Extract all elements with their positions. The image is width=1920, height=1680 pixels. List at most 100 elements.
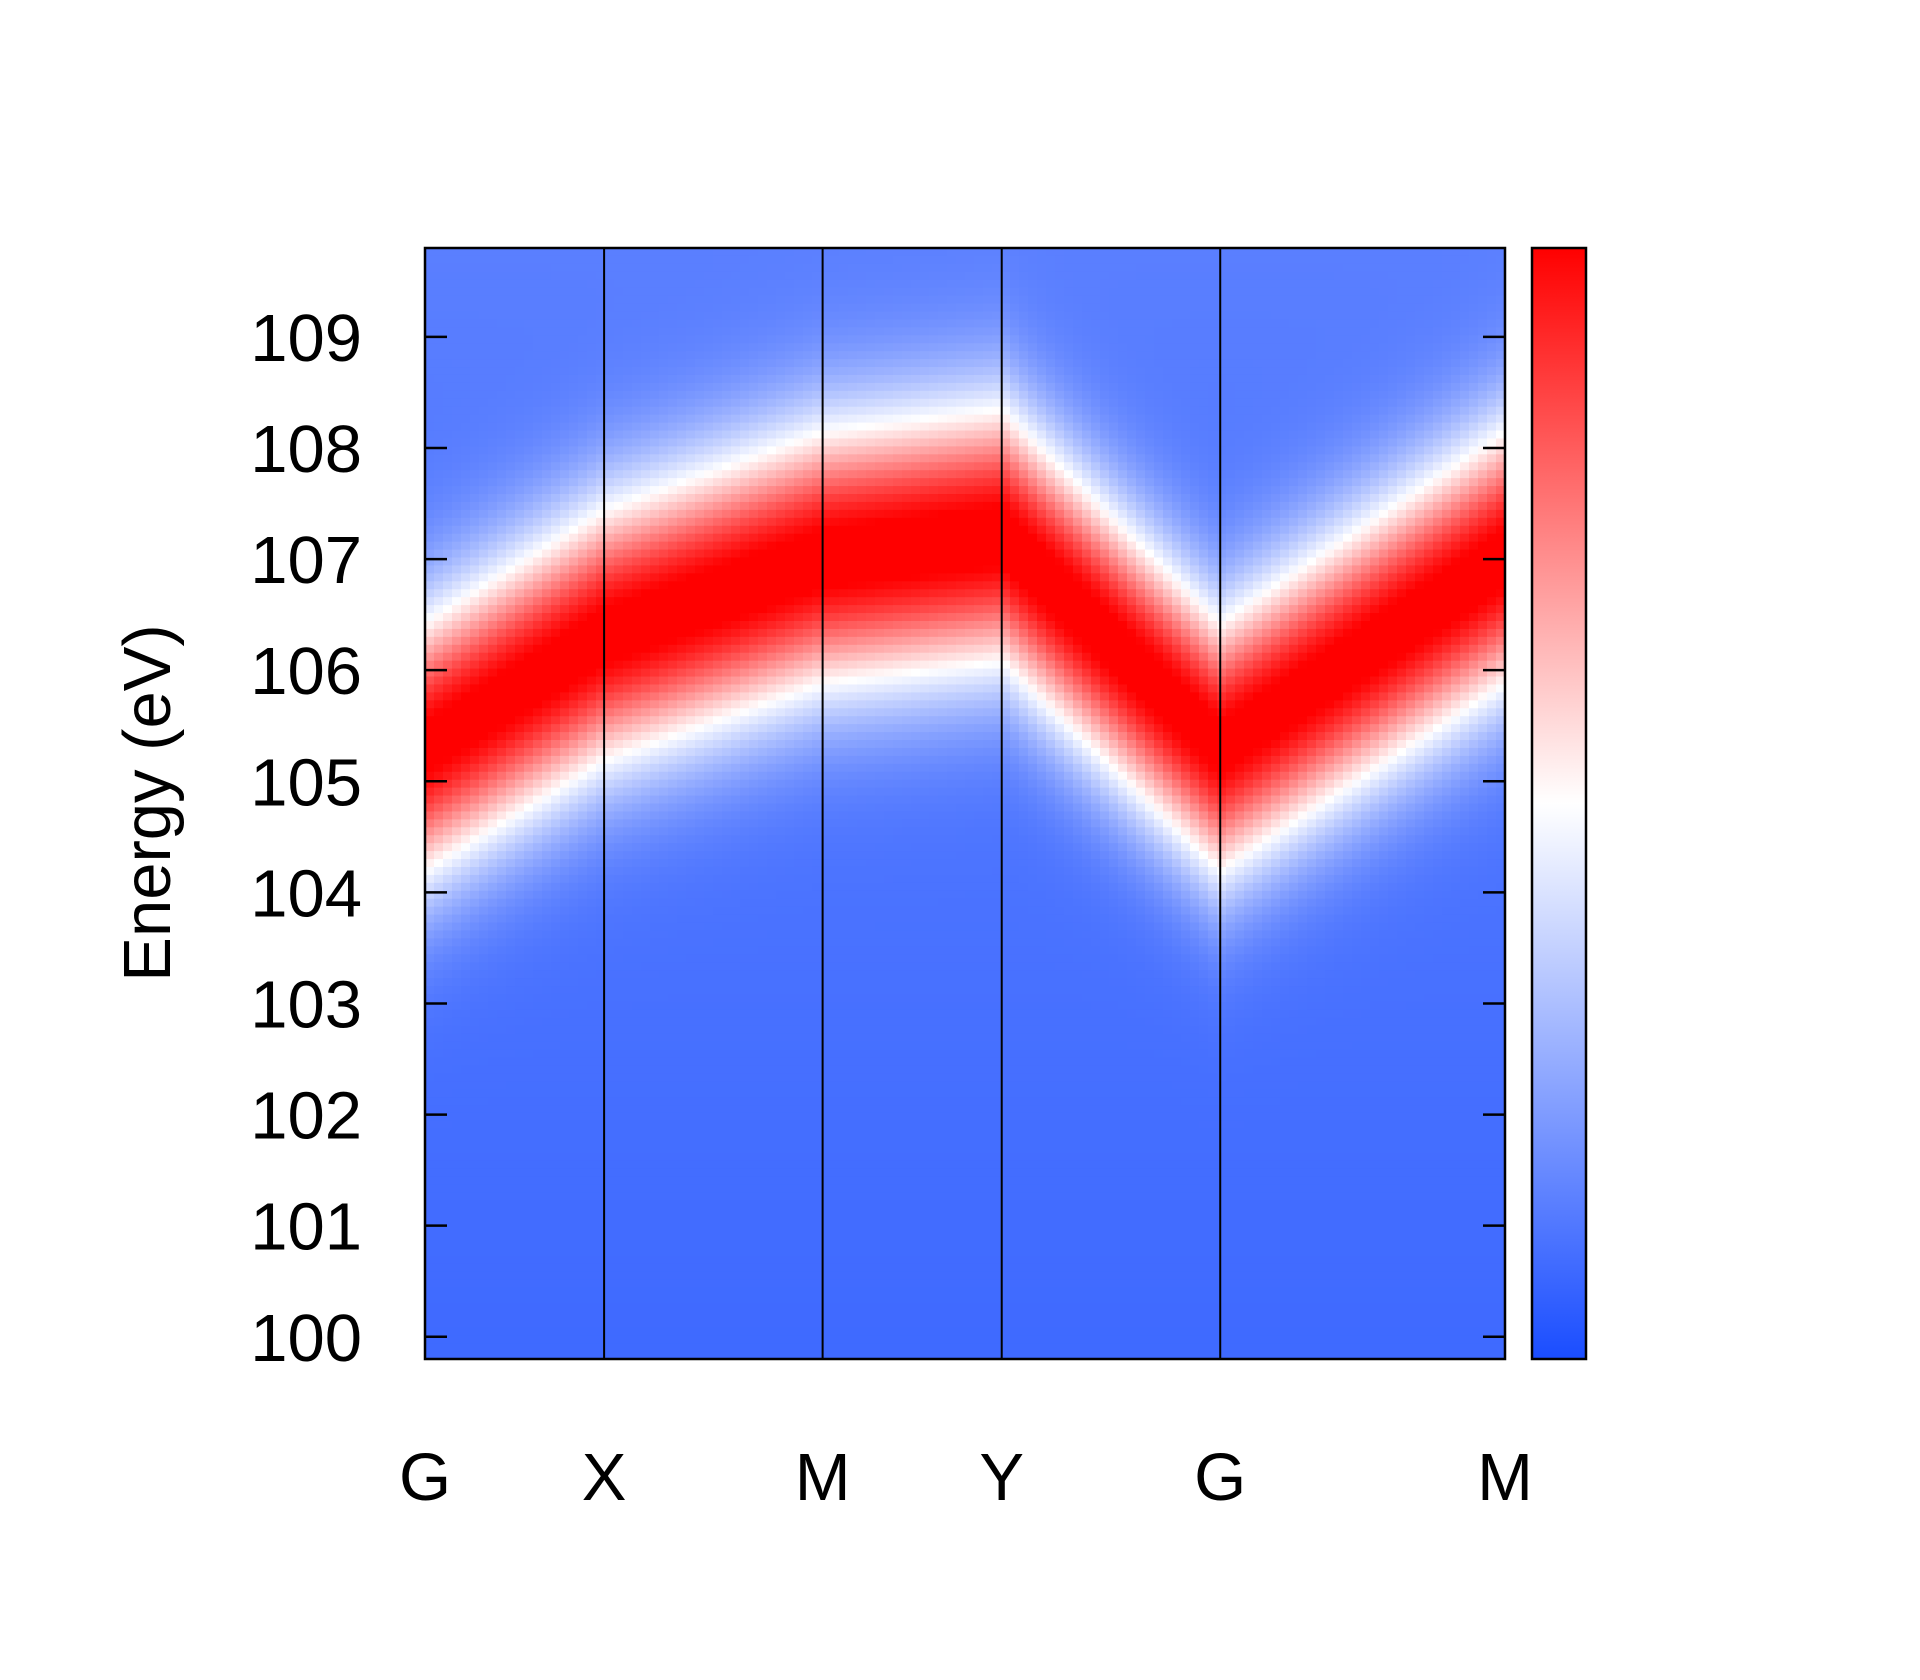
heatmap-cell xyxy=(524,319,534,328)
heatmap-cell xyxy=(434,899,444,908)
heatmap-cell xyxy=(632,272,642,281)
heatmap-cell xyxy=(452,256,462,265)
heatmap-cell xyxy=(650,391,660,400)
heatmap-cell xyxy=(542,1288,552,1297)
heatmap-cell xyxy=(470,1042,480,1051)
heatmap-cell xyxy=(623,1097,633,1106)
heatmap-cell xyxy=(587,962,597,971)
heatmap-cell xyxy=(578,565,588,574)
heatmap-cell xyxy=(506,994,516,1003)
heatmap-cell xyxy=(551,462,561,471)
heatmap-cell xyxy=(497,351,507,360)
heatmap-cell xyxy=(443,311,453,320)
heatmap-cell xyxy=(641,399,651,408)
heatmap-cell xyxy=(488,613,498,622)
heatmap-cell xyxy=(560,375,570,384)
heatmap-cell xyxy=(605,550,615,559)
heatmap-cell xyxy=(614,1184,624,1193)
heatmap-cell xyxy=(497,891,507,900)
heatmap-cell xyxy=(722,534,732,543)
heatmap-cell xyxy=(578,684,588,693)
heatmap-cell xyxy=(623,653,633,662)
heatmap-cell xyxy=(587,819,597,828)
heatmap-cell xyxy=(695,423,705,432)
heatmap-cell xyxy=(587,645,597,654)
heatmap-cell xyxy=(560,581,570,590)
heatmap-cell xyxy=(641,1184,651,1193)
heatmap-cell xyxy=(434,1256,444,1265)
heatmap-cell xyxy=(704,1057,714,1066)
heatmap-cell xyxy=(542,946,552,955)
heatmap-cell xyxy=(542,748,552,757)
heatmap-cell xyxy=(497,1343,507,1352)
heatmap-cell xyxy=(497,1042,507,1051)
heatmap-cell xyxy=(587,470,597,479)
heatmap-cell xyxy=(560,1343,570,1352)
heatmap-cell xyxy=(740,907,750,916)
heatmap-cell xyxy=(587,319,597,328)
heatmap-cell xyxy=(488,764,498,773)
heatmap-cell xyxy=(443,740,453,749)
heatmap-cell xyxy=(560,978,570,987)
heatmap-cell xyxy=(533,756,543,765)
heatmap-cell xyxy=(569,486,579,495)
heatmap-cell xyxy=(704,780,714,789)
heatmap-cell xyxy=(569,970,579,979)
heatmap-cell xyxy=(632,438,642,447)
heatmap-cell xyxy=(614,502,624,511)
heatmap-cell xyxy=(560,550,570,559)
heatmap-cell xyxy=(434,1192,444,1201)
heatmap-cell xyxy=(704,1184,714,1193)
heatmap-cell xyxy=(425,740,435,749)
heatmap-cell xyxy=(542,1208,552,1217)
heatmap-cell xyxy=(497,1264,507,1273)
heatmap-cell xyxy=(650,1319,660,1328)
heatmap-cell xyxy=(686,399,696,408)
heatmap-cell xyxy=(731,772,741,781)
heatmap-cell xyxy=(659,1050,669,1059)
heatmap-cell xyxy=(560,288,570,297)
heatmap-cell xyxy=(578,1081,588,1090)
heatmap-cell xyxy=(452,732,462,741)
heatmap-cell xyxy=(506,1073,516,1082)
heatmap-cell xyxy=(515,986,525,995)
heatmap-cell xyxy=(515,319,525,328)
heatmap-cell xyxy=(713,915,723,924)
heatmap-cell xyxy=(425,1129,435,1138)
heatmap-cell xyxy=(623,494,633,503)
heatmap-cell xyxy=(461,454,471,463)
heatmap-cell xyxy=(533,1129,543,1138)
heatmap-cell xyxy=(479,573,489,582)
heatmap-cell xyxy=(605,780,615,789)
heatmap-cell xyxy=(623,915,633,924)
heatmap-cell xyxy=(452,907,462,916)
heatmap-cell xyxy=(560,1280,570,1289)
heatmap-cell xyxy=(533,597,543,606)
heatmap-cell xyxy=(515,1184,525,1193)
heatmap-cell xyxy=(587,1002,597,1011)
heatmap-cell xyxy=(506,732,516,741)
heatmap-cell xyxy=(488,1137,498,1146)
heatmap-cell xyxy=(587,883,597,892)
heatmap-cell xyxy=(740,938,750,947)
heatmap-cell xyxy=(704,851,714,860)
heatmap-cell xyxy=(677,962,687,971)
heatmap-cell xyxy=(677,1184,687,1193)
heatmap-cell xyxy=(686,907,696,916)
heatmap-cell xyxy=(641,1153,651,1162)
heatmap-cell xyxy=(632,1280,642,1289)
heatmap-cell xyxy=(641,1208,651,1217)
heatmap-cell xyxy=(560,510,570,519)
heatmap-cell xyxy=(650,1097,660,1106)
heatmap-cell xyxy=(740,930,750,939)
heatmap-cell xyxy=(713,557,723,566)
heatmap-cell xyxy=(641,1264,651,1273)
heatmap-cell xyxy=(578,859,588,868)
heatmap-cell xyxy=(641,335,651,344)
heatmap-cell xyxy=(533,1224,543,1233)
heatmap-cell xyxy=(614,946,624,955)
heatmap-cell xyxy=(641,1042,651,1051)
heatmap-cell xyxy=(650,1113,660,1122)
heatmap-cell xyxy=(677,1303,687,1312)
heatmap-cell xyxy=(641,716,651,725)
